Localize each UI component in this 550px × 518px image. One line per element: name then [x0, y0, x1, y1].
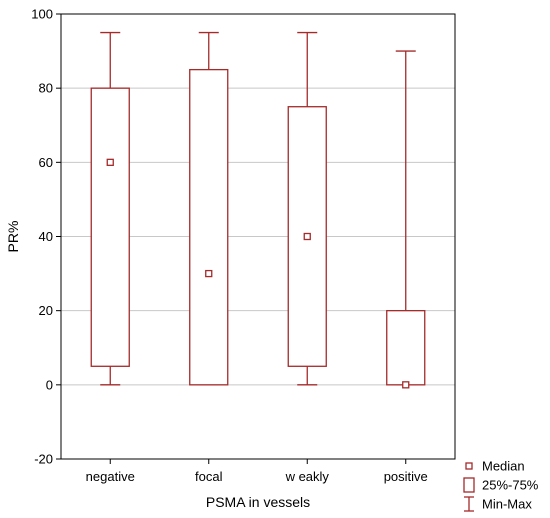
legend-item: Median — [465, 459, 525, 474]
iqr-box — [90, 87, 130, 367]
box-focal — [189, 31, 229, 386]
x-tick-label: w eakly — [285, 469, 330, 484]
x-tick-label: positive — [384, 469, 428, 484]
x-tick-label: focal — [195, 469, 223, 484]
y-tick-label: 100 — [31, 7, 53, 22]
legend-label: Min-Max — [482, 497, 532, 512]
y-tick-label: 80 — [39, 81, 53, 96]
boxes-layer — [90, 31, 426, 389]
iqr-box — [386, 310, 426, 386]
x-tick-label: negative — [86, 469, 135, 484]
x-axis-ticks: negative focal w eakly positive — [86, 459, 428, 484]
y-axis-ticks: -20 0 20 40 60 80 100 — [31, 7, 61, 467]
y-tick-label: 20 — [39, 303, 53, 318]
median-marker — [106, 158, 114, 166]
y-tick-label: 60 — [39, 155, 53, 170]
legend: Median 25%-75% Min-Max — [463, 459, 539, 512]
median-marker — [402, 381, 410, 389]
x-axis-title: PSMA in vessels — [206, 494, 310, 510]
iqr-box — [189, 68, 229, 386]
median-marker — [205, 269, 213, 278]
legend-item: Min-Max — [464, 496, 532, 512]
legend-item: 25%-75% — [463, 477, 539, 493]
y-tick-label: 0 — [46, 377, 53, 392]
median-marker — [303, 232, 311, 241]
legend-box-icon — [463, 477, 475, 493]
box-weakly — [287, 31, 327, 386]
legend-label: Median — [482, 459, 525, 474]
legend-median-icon — [465, 462, 473, 470]
legend-label: 25%-75% — [482, 478, 539, 493]
y-tick-label: -20 — [34, 452, 53, 467]
box-positive — [386, 50, 426, 389]
y-axis-title: PR% — [5, 221, 21, 253]
box-negative — [90, 31, 130, 386]
y-tick-label: 40 — [39, 229, 53, 244]
